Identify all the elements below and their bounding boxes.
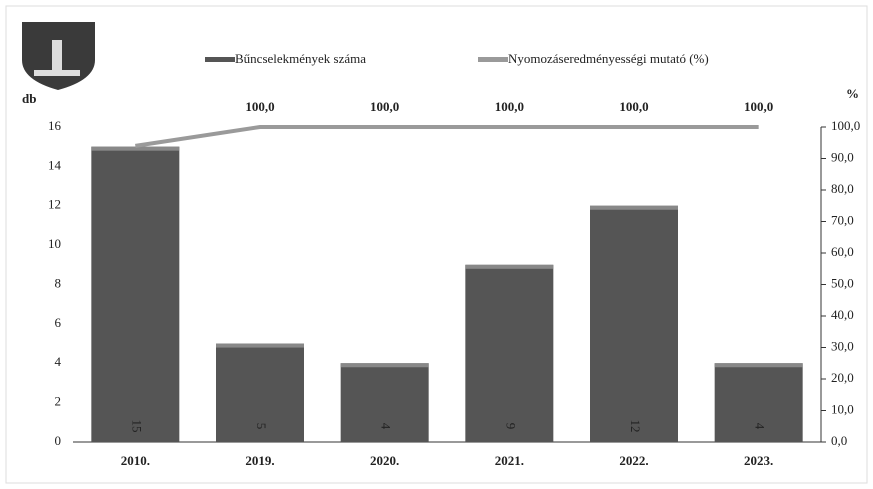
y2-tick-label: 20,0 <box>831 370 854 385</box>
bar-value-label: 9 <box>503 423 518 430</box>
bar-top <box>340 363 429 368</box>
legend-swatch <box>205 57 235 62</box>
y-tick-label: 14 <box>48 157 62 172</box>
y2-tick-label: 30,0 <box>831 338 854 353</box>
y-tick-label: 6 <box>55 315 62 330</box>
line-value-label: 100,0 <box>744 99 773 114</box>
bar-top <box>91 146 180 151</box>
y2-axis-label: % <box>846 86 859 101</box>
x-tick-label: 2021. <box>495 453 524 468</box>
bar-value-label: 4 <box>753 423 768 430</box>
x-tick-label: 2022. <box>619 453 648 468</box>
logo <box>22 22 95 90</box>
x-tick-label: 2023. <box>744 453 773 468</box>
y2-tick-label: 10,0 <box>831 401 854 416</box>
y-tick-label: 4 <box>55 354 62 369</box>
bar-value-label: 12 <box>628 420 643 433</box>
line-value-label: 100,0 <box>245 99 274 114</box>
bar-top <box>714 363 803 368</box>
x-tick-label: 2019. <box>245 453 274 468</box>
legend-label: Bűncselekmények száma <box>235 51 366 66</box>
bar <box>714 363 803 442</box>
line <box>135 125 759 148</box>
y-axis-label: db <box>22 91 36 106</box>
y2-tick-label: 60,0 <box>831 244 854 259</box>
bar-top <box>465 264 554 269</box>
y2-tick-label: 80,0 <box>831 181 854 196</box>
y2-tick-label: 50,0 <box>831 275 854 290</box>
line-value-label: 100,0 <box>495 99 524 114</box>
bar-value-label: 5 <box>254 423 269 430</box>
y-tick-label: 2 <box>55 394 62 409</box>
y2-tick-label: 90,0 <box>831 149 854 164</box>
y2-tick-label: 40,0 <box>831 307 854 322</box>
y2-tick-label: 70,0 <box>831 212 854 227</box>
bar <box>465 264 554 442</box>
x-tick-label: 2020. <box>370 453 399 468</box>
y-tick-label: 12 <box>48 197 61 212</box>
x-tick-label: 2010. <box>121 453 150 468</box>
bar <box>216 343 304 442</box>
bar <box>91 146 180 442</box>
bar-top <box>216 343 304 348</box>
bar <box>590 205 678 442</box>
y2-tick-label: 100,0 <box>831 118 860 133</box>
y-tick-label: 16 <box>48 118 62 133</box>
legend-label: Nyomozáseredményességi mutató (%) <box>508 51 709 66</box>
y-tick-label: 8 <box>55 275 62 290</box>
y2-tick-label: 0,0 <box>831 433 847 448</box>
line-value-label: 100,0 <box>619 99 648 114</box>
line-value-label: 100,0 <box>370 99 399 114</box>
y-tick-label: 0 <box>55 433 62 448</box>
bar <box>340 363 429 442</box>
bar-value-label: 4 <box>379 423 394 430</box>
bar-top <box>590 205 678 210</box>
legend-swatch <box>478 57 508 62</box>
y-tick-label: 10 <box>48 236 61 251</box>
bar-value-label: 15 <box>129 420 144 433</box>
